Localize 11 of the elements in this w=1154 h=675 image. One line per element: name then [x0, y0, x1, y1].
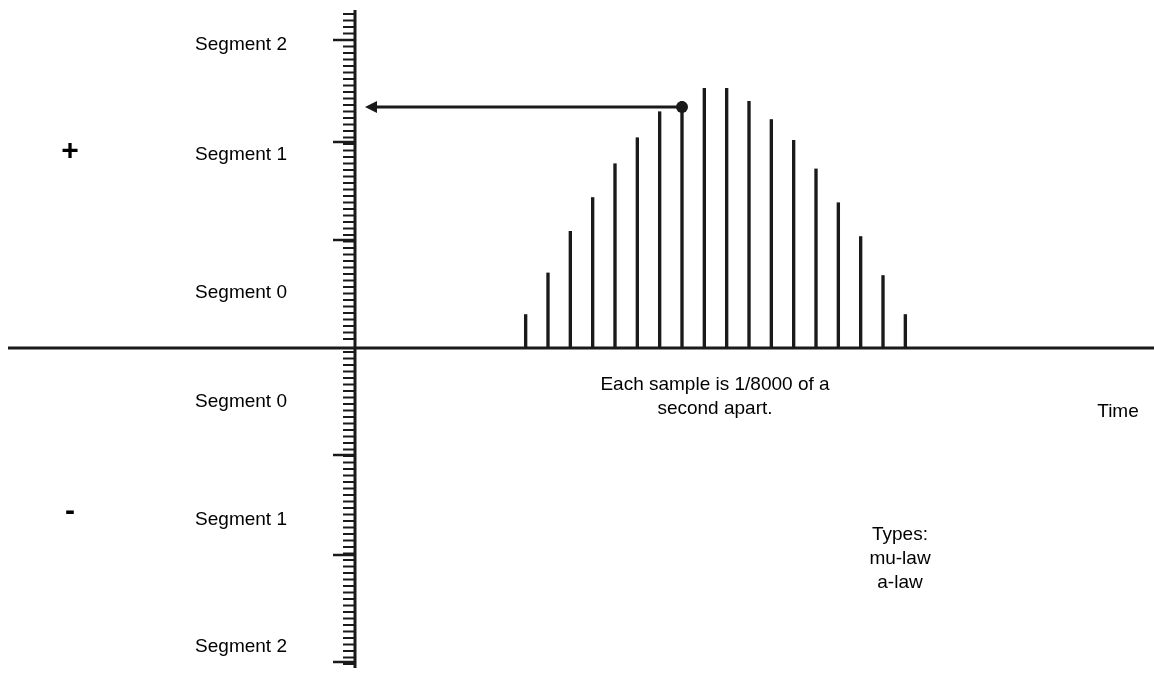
text: Each sample is 1/8000 of a second apart.: [600, 373, 831, 418]
text: -: [65, 493, 75, 526]
text: Segment 0: [195, 281, 287, 302]
text: Segment 1: [195, 143, 287, 164]
text: Segment 0: [195, 390, 287, 411]
text: Time: [1097, 400, 1139, 421]
text: Segment 2: [195, 33, 287, 54]
text: Segment 2: [195, 635, 287, 656]
text: Types: mu-law a-law: [869, 523, 931, 592]
text: +: [61, 133, 79, 166]
text: Segment 1: [195, 508, 287, 529]
